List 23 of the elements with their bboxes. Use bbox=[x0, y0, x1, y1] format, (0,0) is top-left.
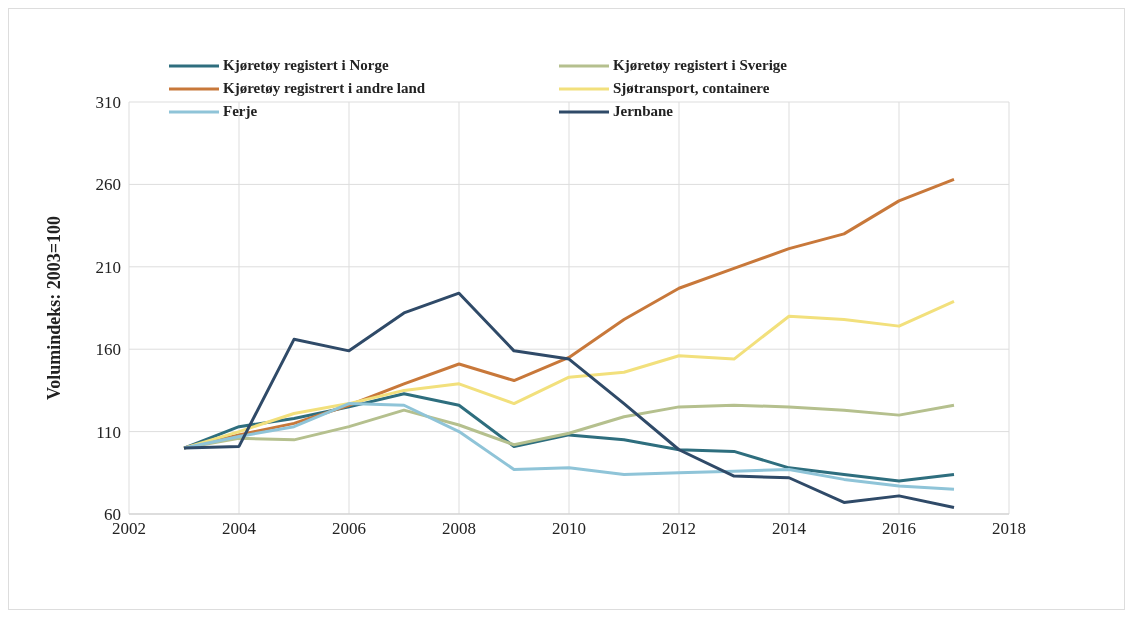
x-tick-label: 2012 bbox=[662, 519, 696, 539]
x-tick-label: 2008 bbox=[442, 519, 476, 539]
line-series bbox=[182, 402, 956, 491]
x-tick-label: 2018 bbox=[992, 519, 1026, 539]
legend-label: Kjøretøy registrert i andre land bbox=[223, 80, 426, 97]
y-tick-label: 110 bbox=[96, 422, 121, 442]
y-tick-label: 210 bbox=[95, 257, 121, 277]
line-series bbox=[182, 291, 956, 509]
legend-label: Sjøtransport, containere bbox=[613, 80, 770, 97]
y-tick-label: 260 bbox=[95, 175, 121, 195]
y-tick-label: 160 bbox=[95, 340, 121, 360]
x-tick-label: 2006 bbox=[332, 519, 366, 539]
x-tick-label: 2004 bbox=[222, 519, 257, 539]
x-tick-label: 2014 bbox=[772, 519, 807, 539]
y-axis-title: Volumindeks: 2003=100 bbox=[44, 215, 65, 401]
y-tick-label: 310 bbox=[95, 93, 121, 113]
x-tick-label: 2010 bbox=[552, 519, 586, 539]
legend-label: Kjøretøy registert i Norge bbox=[223, 57, 389, 74]
legend-label: Ferje bbox=[223, 103, 258, 120]
x-tick-label: 2002 bbox=[112, 519, 146, 539]
x-tick-label: 2016 bbox=[882, 519, 916, 539]
legend-label: Kjøretøy registert i Sverige bbox=[613, 57, 787, 74]
legend-label: Jernbane bbox=[613, 103, 673, 120]
